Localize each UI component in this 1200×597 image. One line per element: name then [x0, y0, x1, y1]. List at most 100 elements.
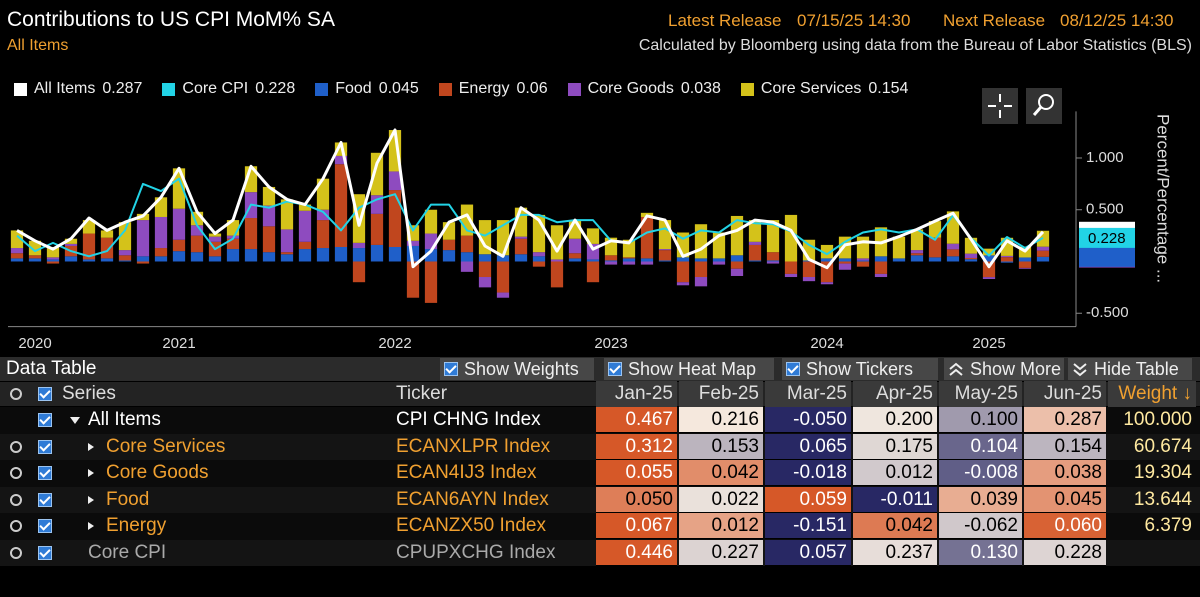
bar — [280, 229, 294, 253]
bar — [856, 261, 870, 267]
toolbar-button[interactable]: Hide Table — [1068, 358, 1192, 380]
bar — [406, 261, 420, 298]
bar — [532, 256, 546, 262]
legend-item: Core Services 0.154 — [740, 80, 909, 98]
bar — [460, 261, 474, 272]
bar — [838, 258, 852, 262]
bar — [856, 260, 870, 262]
legend-name: Food — [335, 80, 372, 97]
bar — [622, 257, 636, 259]
bar — [244, 249, 258, 262]
legend-name: Energy — [458, 80, 510, 97]
bar — [28, 255, 42, 259]
heat-cell: 0.154 — [1024, 433, 1106, 460]
row-settings-icon — [10, 520, 22, 532]
heat-cell: -0.062 — [939, 513, 1022, 539]
bar — [64, 238, 78, 244]
legend-value: 0.287 — [102, 80, 143, 97]
checkbox — [444, 362, 458, 376]
bar — [640, 261, 654, 265]
bar — [136, 256, 150, 262]
chevron-icon — [949, 362, 963, 376]
bar — [10, 258, 24, 262]
chevron — [1073, 363, 1087, 377]
bar — [910, 255, 924, 262]
toolbar-toggle[interactable]: Show Tickers — [782, 358, 938, 380]
bar — [982, 261, 996, 278]
bar — [568, 253, 582, 259]
ticker: ECANXLPR Index — [396, 435, 551, 457]
heat-cell: -0.011 — [853, 486, 937, 513]
bar — [388, 171, 402, 191]
bar — [262, 186, 276, 206]
subtitle: All Items — [7, 37, 69, 54]
row-settings-icon — [10, 546, 22, 559]
bar — [928, 257, 942, 262]
legend-value: 0.154 — [868, 80, 909, 97]
bar — [676, 261, 690, 283]
bar — [334, 164, 348, 248]
toolbar-toggle[interactable]: Show Weights — [440, 358, 594, 380]
heat-cell: 0.287 — [1024, 407, 1106, 433]
bar — [622, 258, 636, 262]
bar — [316, 209, 330, 221]
bar — [784, 273, 798, 278]
bar — [784, 261, 798, 274]
bar — [928, 221, 942, 238]
bar — [658, 220, 672, 250]
bar — [370, 152, 384, 196]
bar — [838, 236, 852, 259]
bar — [64, 256, 78, 262]
heat-cell: 0.312 — [596, 433, 677, 460]
bar — [586, 259, 600, 262]
x-tick-label: 2023 — [594, 335, 627, 352]
bar — [496, 255, 510, 262]
bar — [604, 260, 618, 262]
column-header: Jan-25 — [596, 381, 677, 407]
bar — [658, 260, 672, 262]
bar — [118, 255, 132, 261]
heat-cell: -0.151 — [765, 513, 851, 539]
bar — [82, 233, 96, 260]
bar — [982, 277, 996, 279]
heat-cell: 0.050 — [596, 486, 677, 513]
toolbar-toggle[interactable]: Show Heat Map — [604, 358, 774, 380]
toolbar-button[interactable]: Show More — [944, 358, 1064, 380]
bar — [982, 255, 996, 262]
bar — [838, 263, 852, 270]
bar — [280, 199, 294, 230]
crosshair-icon — [988, 94, 1012, 118]
bar — [730, 255, 744, 262]
bar — [694, 277, 708, 287]
crosshair-button[interactable] — [982, 88, 1018, 124]
bar — [100, 258, 114, 262]
next-release: 08/12/25 14:30 — [1060, 11, 1174, 30]
bar — [1036, 256, 1050, 262]
bar — [640, 258, 654, 262]
bar — [154, 248, 168, 257]
y-tick-label: 0.500 — [1086, 201, 1124, 218]
bar — [766, 261, 780, 264]
bar — [748, 241, 762, 245]
heat-cell: 0.216 — [679, 407, 763, 433]
bar — [154, 256, 168, 262]
heat-cell: 0.022 — [679, 486, 763, 513]
bar — [820, 244, 834, 259]
bar — [550, 259, 564, 262]
chevron — [949, 362, 963, 376]
bar — [208, 256, 222, 262]
last-value-tag — [1079, 227, 1135, 248]
bar — [748, 260, 762, 262]
bar — [262, 252, 276, 262]
bar — [748, 244, 762, 261]
legend-item: Energy 0.06 — [438, 80, 548, 98]
bar — [460, 204, 474, 236]
heat-cell: 0.042 — [679, 460, 763, 486]
zoom-button[interactable] — [1026, 88, 1062, 124]
legend-value: 0.038 — [680, 80, 721, 97]
heat-cell: 0.012 — [679, 513, 763, 539]
bar — [226, 249, 240, 262]
bar — [478, 261, 492, 278]
bar — [802, 277, 816, 282]
